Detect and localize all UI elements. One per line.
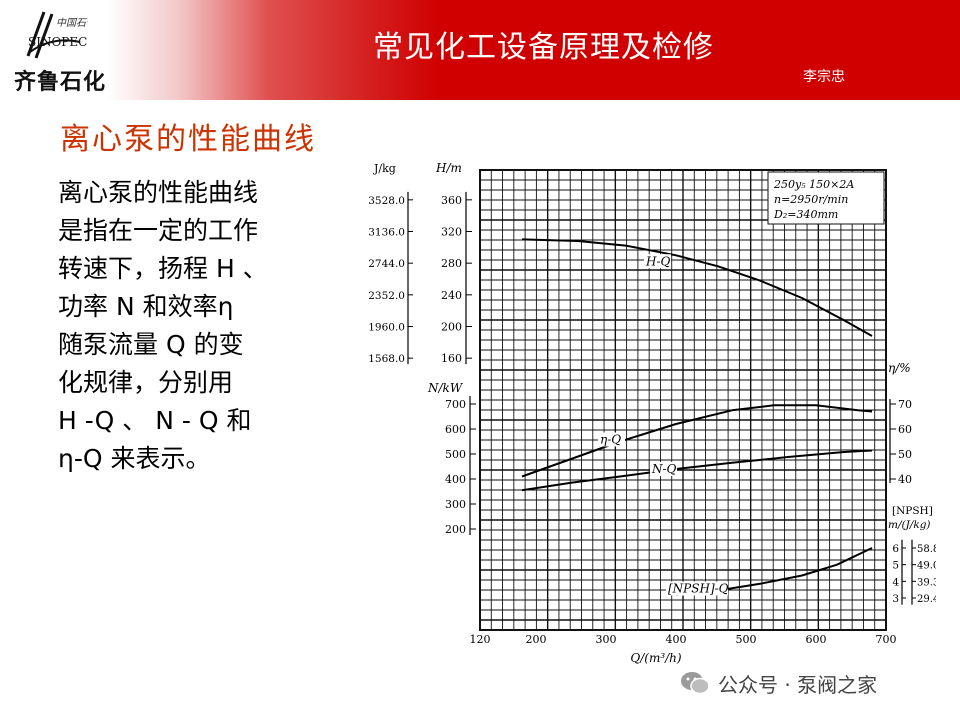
npsh-jkg-tick-label: 39.3	[917, 577, 936, 588]
npsh-tick-label: 4	[892, 576, 899, 588]
slide-header: 中国石化 SINOPEC 齐鲁石化 常见化工设备原理及检修 李宗忠	[0, 0, 960, 100]
x-tick-label: 700	[876, 633, 897, 646]
power-tick-label: 600	[445, 423, 466, 436]
series-label: η-Q	[600, 433, 621, 447]
series-label: H-Q	[645, 254, 671, 268]
axis-label-head: H/m	[435, 161, 462, 175]
description-line: 是指在一定的工作	[58, 216, 259, 245]
x-tick-label: 600	[806, 633, 827, 646]
series-label-bg	[650, 462, 677, 476]
svg-text:中国石化: 中国石化	[56, 17, 88, 29]
plot-frame	[479, 169, 887, 631]
head-tick-label: 360	[441, 194, 462, 207]
series-label-bg	[598, 432, 625, 447]
head-tick-label: 200	[441, 321, 462, 334]
header-band	[108, 0, 960, 100]
axis-label-power: N/kW	[427, 381, 464, 395]
axis-label-npsh-units: m/(J/kg)	[888, 519, 931, 531]
wechat-icon	[681, 672, 710, 695]
description-line: 随泵流量 Q 的变	[58, 330, 244, 359]
energy-tick-label: 2744.0	[368, 258, 405, 270]
series-line-nq	[521, 449, 873, 492]
series-label-bg	[644, 254, 671, 269]
power-tick-label: 400	[445, 473, 466, 486]
efficiency-tick-label: 50	[898, 448, 912, 461]
head-tick-label: 320	[441, 226, 462, 239]
page-title: 常见化工设备原理及检修	[373, 30, 714, 65]
description-line: H -Q 、 N - Q 和	[58, 406, 252, 435]
author-name: 李宗忠	[803, 69, 845, 85]
npsh-tick-label: 5	[892, 560, 899, 572]
efficiency-tick-label: 60	[898, 423, 912, 436]
efficiency-tick-label: 40	[898, 473, 912, 486]
head-tick-label: 160	[441, 352, 462, 365]
info-box-line: n=2950r/min	[774, 193, 848, 206]
npsh-jkg-tick-label: 49.0	[917, 561, 936, 572]
x-tick-label: 300	[596, 633, 617, 646]
info-box-line: 250y₅ 150×2A	[773, 178, 854, 191]
logo-area: 中国石化 SINOPEC 齐鲁石化	[0, 0, 108, 100]
energy-tick-label: 1568.0	[368, 353, 405, 365]
description-line: 离心泵的性能曲线	[58, 178, 259, 207]
watermark: 公众号 · 泵阀之家	[680, 664, 940, 704]
energy-tick-label: 3528.0	[368, 195, 405, 207]
info-box-line: D₂=340mm	[773, 208, 838, 221]
npsh-jkg-tick-label: 29.4	[917, 594, 936, 605]
section-title: 离心泵的性能曲线	[60, 122, 316, 157]
sinopec-logo-icon: 中国石化 SINOPEC	[26, 11, 88, 59]
series-label: [NPSH]-Q	[668, 582, 729, 596]
description-line: 化规律，分别用	[58, 368, 234, 397]
series-line-q	[521, 404, 873, 478]
x-axis-label: Q/(m³/h)	[630, 651, 682, 665]
energy-tick-label: 2352.0	[368, 290, 405, 302]
axis-label-efficiency: η/%	[888, 361, 911, 375]
power-tick-label: 700	[445, 398, 466, 411]
description-text: 离心泵的性能曲线 是指在一定的工作 转速下，扬程 H 、 功率 N 和效率η 随…	[58, 174, 328, 478]
energy-tick-label: 3136.0	[368, 227, 405, 239]
pump-performance-chart: 250y₅ 150×2A n=2950r/min D₂=340mm H/m J/kg 16…	[368, 161, 936, 665]
axis-label-npsh: [NPSH]	[892, 505, 933, 517]
npsh-jkg-tick-label: 58.8	[917, 544, 936, 555]
axis-label-energy: J/kg	[373, 162, 396, 175]
series-label: N-Q	[651, 462, 677, 476]
series-line-hq	[521, 238, 873, 337]
description-line: η-Q 来表示。	[58, 444, 211, 473]
description-line: 功率 N 和效率η	[58, 292, 234, 321]
x-tick-label: 200	[526, 633, 547, 646]
info-box	[767, 171, 885, 225]
efficiency-tick-label: 70	[898, 398, 912, 411]
logo-brand: SINOPEC	[28, 35, 87, 49]
x-tick-label: 500	[736, 633, 757, 646]
logo-text: 齐鲁石化	[14, 69, 107, 95]
power-tick-label: 500	[445, 448, 466, 461]
head-tick-label: 280	[441, 257, 462, 270]
x-tick-label: 120	[470, 633, 491, 646]
power-tick-label: 200	[445, 523, 466, 536]
power-tick-label: 300	[445, 498, 466, 511]
series-label-bg	[666, 581, 728, 596]
watermark-text: 公众号 · 泵阀之家	[718, 673, 878, 697]
energy-tick-label: 1960.0	[368, 322, 405, 334]
description-line: 转速下，扬程 H 、	[58, 254, 268, 283]
head-tick-label: 240	[441, 289, 462, 302]
x-tick-label: 400	[666, 633, 687, 646]
npsh-tick-label: 6	[892, 543, 899, 555]
npsh-tick-label: 3	[892, 593, 899, 605]
